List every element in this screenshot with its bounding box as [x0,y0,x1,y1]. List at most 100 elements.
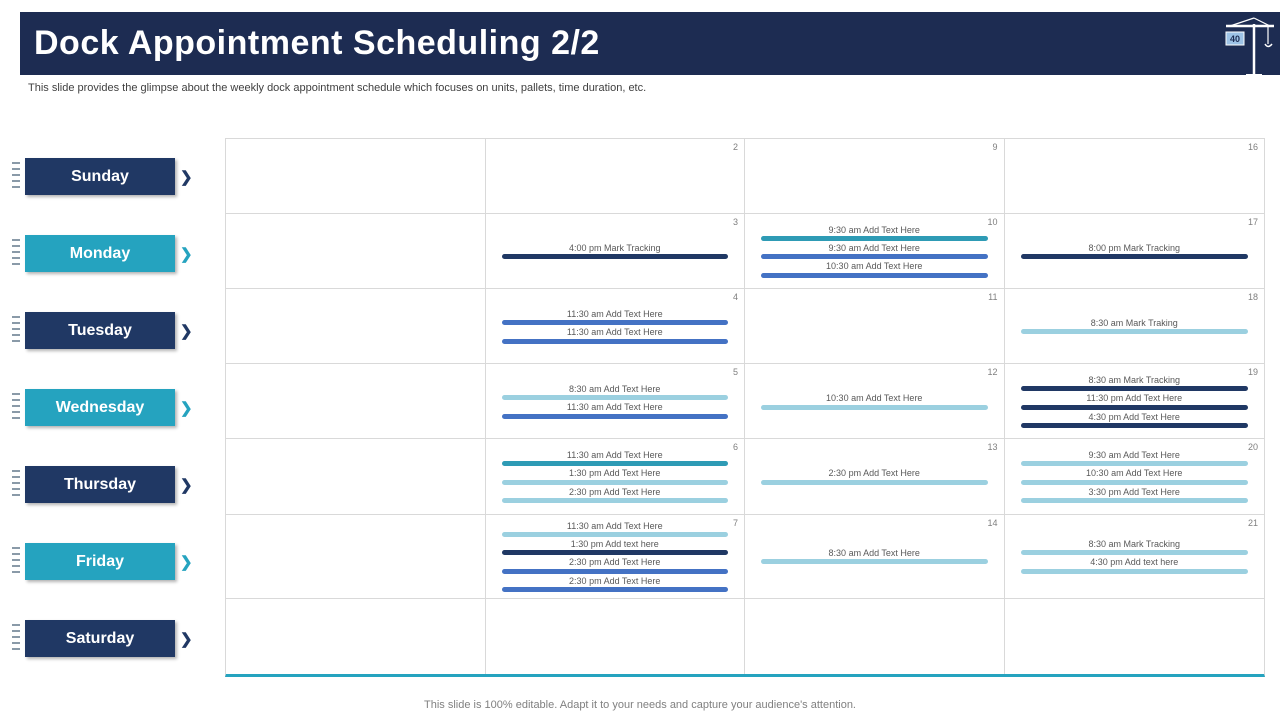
calendar-cell-thursday[interactable]: 13 2:30 pm Add Text Here [745,439,1005,515]
event-item[interactable]: 4:30 pm Add Text Here [1020,412,1248,428]
calendar-cell-sunday[interactable]: 16 [1004,139,1264,215]
event-item[interactable]: 8:00 pm Mark Tracking [1020,243,1248,260]
event-item[interactable]: 11:30 pm Add Text Here [1020,393,1248,410]
event-bar [501,531,728,537]
calendar-cell-thursday[interactable]: 20 9:30 am Add Text Here 10:30 am Add Text… [1004,439,1264,515]
calendar-cell-sunday[interactable]: 2 [485,139,745,215]
sidebar-day-friday[interactable]: Friday ❯ [12,523,217,600]
event-item[interactable]: 9:30 am Add Text Here [761,243,988,260]
calendar-cell-saturday[interactable] [226,598,486,674]
comb-decoration [12,392,20,423]
calendar-cell-tuesday[interactable]: 11 [745,289,1005,365]
day-banner-label: Wednesday [25,389,175,426]
event-bar [761,254,988,260]
calendar-cell-wednesday[interactable]: 5 8:30 am Add Text Here 11:30 am Add Text … [485,364,745,440]
event-item[interactable]: 9:30 am Add Text Here [761,225,988,241]
event-label: 10:30 am Add Text Here [826,261,923,272]
event-label: 2:30 pm Add Text Here [828,468,920,479]
calendar-cell-thursday[interactable] [226,439,486,515]
calendar-cell-monday[interactable]: 3 4:00 pm Mark Tracking [485,214,745,290]
date-number: 10 [987,217,998,228]
event-item[interactable]: 8:30 am Add Text Here [761,548,988,565]
calendar-cell-wednesday[interactable]: 12 10:30 am Add Text Here [745,364,1005,440]
event-label: 8:30 am Mark Traking [1090,318,1178,329]
comb-decoration [12,238,20,269]
event-item[interactable]: 8:30 am Add Text Here [501,384,728,401]
event-item[interactable]: 8:30 am Mark Tracking [1020,539,1248,556]
calendar-cell-saturday[interactable] [1004,598,1264,674]
event-bar [1020,404,1248,410]
sidebar-day-sunday[interactable]: Sunday ❯ [12,138,217,215]
calendar-cell-tuesday[interactable]: 18 8:30 am Mark Traking [1004,289,1264,365]
event-item[interactable]: 11:30 am Add Text Here [501,521,728,537]
date-number: 16 [1247,142,1258,152]
event-item[interactable]: 8:30 am Mark Traking [1020,318,1248,335]
chevron-right-icon: ❯ [180,553,193,571]
sidebar-day-thursday[interactable]: Thursday ❯ [12,446,217,523]
event-label: 8:30 am Mark Tracking [1088,374,1181,385]
day-banner-label: Monday [25,235,175,272]
event-label: 2:30 pm Add Text Here [569,575,661,586]
event-item[interactable]: 11:30 am Add Text Here [501,449,728,467]
event-bar [761,235,988,241]
calendar-cell-saturday[interactable] [485,598,745,674]
event-bar [501,413,728,419]
comb-decoration [12,315,20,346]
sidebar-day-tuesday[interactable]: Tuesday ❯ [12,292,217,369]
event-item[interactable]: 1:30 pm Add Text Here [501,468,728,485]
event-item[interactable]: 11:30 am Add Text Here [501,402,728,419]
calendar-cell-monday[interactable] [226,214,486,290]
calendar-cell-wednesday[interactable] [226,364,486,440]
sidebar-day-monday[interactable]: Monday ❯ [12,215,217,292]
date-number: 3 [732,217,738,228]
event-item[interactable]: 2:30 pm Add Text Here [501,557,728,574]
event-item[interactable]: 4:30 pm Add text here [1020,557,1248,574]
calendar-cell-friday[interactable]: 7 11:30 am Add Text Here 1:30 pm Add text … [485,514,745,599]
calendar-cell-thursday[interactable]: 6 11:30 am Add Text Here 1:30 pm Add Text … [485,439,745,515]
day-banner-label: Tuesday [25,312,175,349]
event-bar [501,254,728,260]
day-banner-label: Sunday [25,158,175,195]
calendar-cell-tuesday[interactable] [226,289,486,365]
event-item[interactable]: 1:30 pm Add text here [501,539,728,556]
event-item[interactable]: 2:30 pm Add Text Here [501,575,728,592]
calendar-cell-wednesday[interactable]: 19 8:30 am Mark Tracking 11:30 pm Add Text… [1004,364,1264,440]
calendar-cell-friday[interactable]: 21 8:30 am Mark Tracking 4:30 pm Add text … [1004,514,1264,599]
calendar-cell-friday[interactable] [226,514,486,599]
event-item[interactable]: 8:30 am Mark Tracking [1020,374,1248,392]
calendar-cell-sunday[interactable]: 9 [745,139,1005,215]
event-item[interactable]: 10:30 am Add Text Here [1020,468,1248,485]
crane-badge-label: 40 [1230,34,1240,44]
event-item[interactable]: 2:30 pm Add Text Here [761,468,988,485]
event-item[interactable]: 10:30 am Add Text Here [761,261,988,278]
event-label: 11:30 am Add Text Here [566,449,663,460]
calendar-cell-monday[interactable]: 10 9:30 am Add Text Here 9:30 am Add Text … [745,214,1005,290]
calendar-grid: 2 9 16 3 4:00 pm Mark Tracking 10 9:30 am Add … [225,138,1265,677]
event-label: 11:30 pm Add Text Here [1086,393,1183,404]
event-bar [761,404,988,410]
event-item[interactable]: 3:30 pm Add Text Here [1020,487,1248,503]
calendar-cell-tuesday[interactable]: 4 11:30 am Add Text Here 11:30 am Add Text… [485,289,745,365]
event-item[interactable]: 9:30 am Add Text Here [1020,450,1248,467]
event-item[interactable]: 11:30 am Add Text Here [501,327,728,344]
event-item[interactable]: 10:30 am Add Text Here [761,393,988,410]
day-sidebar: Sunday ❯ Monday ❯ Tuesday ❯ Wednesday ❯ Thursday… [12,138,217,677]
calendar-cell-friday[interactable]: 14 8:30 am Add Text Here [745,514,1005,599]
event-bar [501,395,728,401]
day-banner-label: Saturday [25,620,175,657]
day-banner-label: Thursday [25,466,175,503]
event-bar [761,559,988,565]
calendar-cell-sunday[interactable] [226,139,486,215]
calendar-cell-saturday[interactable] [745,598,1005,674]
event-item[interactable]: 2:30 pm Add Text Here [501,487,728,503]
event-item[interactable]: 4:00 pm Mark Tracking [501,243,728,260]
date-number: 12 [987,367,998,378]
event-label: 11:30 am Add Text Here [566,308,663,319]
date-number: 5 [732,367,738,378]
sidebar-day-wednesday[interactable]: Wednesday ❯ [12,369,217,446]
event-label: 4:30 pm Add text here [1090,557,1179,568]
event-bar [501,479,728,485]
calendar-cell-monday[interactable]: 17 8:00 pm Mark Tracking [1004,214,1264,290]
sidebar-day-saturday[interactable]: Saturday ❯ [12,600,217,677]
event-item[interactable]: 11:30 am Add Text Here [501,308,728,326]
